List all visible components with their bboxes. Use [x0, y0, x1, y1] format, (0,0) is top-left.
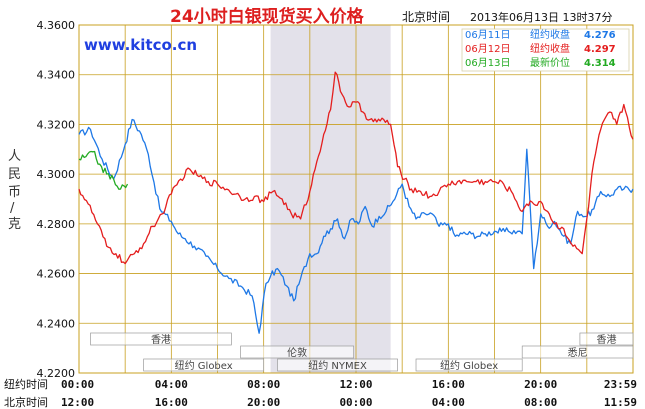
legend-value: 4.314 — [584, 58, 616, 69]
x-tick-label-bj: 08:00 — [524, 396, 557, 409]
y-title-char: 民 — [8, 167, 21, 182]
y-tick-label: 4.3400 — [37, 69, 76, 82]
x-tick-label-ny: 00:00 — [61, 378, 94, 391]
session-bar: 悉尼 — [521, 345, 634, 359]
x-tick-label-ny: 23:59 — [604, 378, 637, 391]
y-tick-label: 4.3200 — [37, 118, 76, 131]
y-axis-ticks: 4.2200 4.2400 4.2600 4.2800 4.3000 4.3200 4.34… — [37, 19, 76, 380]
legend-box — [461, 28, 630, 72]
session-bar: 纽约 Globex — [415, 358, 523, 372]
x-axis-ticks: 00:00 12:00 04:00 16:00 08:00 20:00 12:00 00:00… — [61, 378, 637, 409]
x-tick-label-bj: 12:00 — [61, 396, 94, 409]
x-tick-label-ny: 16:00 — [432, 378, 465, 391]
legend-label: 最新价位 — [530, 56, 570, 69]
x-tick-label-bj: 11:59 — [604, 396, 637, 409]
nymex-session-band — [270, 25, 391, 373]
legend: 06月11日 纽约收盘 4.276 06月12日 纽约收盘 4.297 06月1… — [461, 28, 630, 72]
legend-item-0611: 06月11日 纽约收盘 4.276 — [465, 28, 616, 41]
session-label: 纽约 Globex — [175, 359, 233, 372]
series-layer — [78, 71, 634, 334]
legend-item-0613: 06月13日 最新价位 4.314 — [465, 56, 616, 69]
ny-time-label: 纽约时间 — [4, 377, 48, 391]
chart-title: 24小时白银现货买入价格 — [170, 6, 365, 27]
session-box — [415, 358, 523, 372]
session-box — [143, 358, 265, 372]
legend-date: 06月12日 — [465, 43, 510, 55]
x-tick-label-bj: 04:00 — [432, 396, 465, 409]
session-label: 悉尼 — [568, 347, 588, 359]
y-title-char: 克 — [8, 217, 21, 232]
legend-value: 4.297 — [584, 44, 616, 55]
legend-value: 4.276 — [584, 30, 616, 41]
session-bar: 纽约 NYMEX — [277, 358, 398, 372]
y-tick-label: 4.2200 — [37, 367, 76, 380]
session-bar: 伦敦 — [240, 345, 355, 359]
series-line-06月13日 — [78, 150, 129, 190]
legend-label: 纽约收盘 — [530, 28, 570, 41]
session-label: 香港 — [151, 334, 171, 346]
legend-label: 纽约收盘 — [530, 42, 570, 55]
x-tick-label-bj: 00:00 — [339, 396, 372, 409]
session-bar: 香港 — [90, 332, 232, 346]
legend-date: 06月13日 — [465, 57, 510, 69]
y-title-char: 人 — [8, 149, 21, 164]
x-tick-label-ny: 20:00 — [524, 378, 557, 391]
y-tick-label: 4.2400 — [37, 317, 76, 330]
session-box — [90, 332, 232, 346]
session-bar: 纽约 Globex — [143, 358, 265, 372]
x-tick-label-ny: 08:00 — [247, 378, 280, 391]
y-tick-label: 4.2600 — [37, 268, 76, 281]
x-tick-label-bj: 16:00 — [155, 396, 188, 409]
series-line-06月12日 — [78, 71, 634, 265]
session-box — [240, 345, 355, 359]
session-label: 伦敦 — [287, 346, 307, 359]
series-line-06月11日 — [78, 118, 634, 334]
grid-layer — [78, 24, 634, 374]
session-bar: 香港 — [579, 332, 634, 346]
session-label: 纽约 NYMEX — [308, 359, 367, 372]
x-tick-label-bj: 20:00 — [247, 396, 280, 409]
legend-item-0612: 06月12日 纽约收盘 4.297 — [465, 42, 616, 55]
y-tick-label: 4.3600 — [37, 19, 76, 32]
site-watermark: www.kitco.cn — [84, 36, 197, 54]
timezone-label: 北京时间 — [402, 10, 450, 24]
timestamp: 2013年06月13日 13时37分 — [470, 10, 612, 24]
y-title-char: / — [10, 201, 15, 216]
bj-time-label: 北京时间 — [4, 395, 48, 409]
y-title-char: 币 — [8, 185, 21, 200]
legend-date: 06月11日 — [465, 29, 510, 41]
y-tick-label: 4.3000 — [37, 168, 76, 181]
session-box — [579, 332, 634, 346]
session-box — [277, 358, 398, 372]
nymex-band-layer — [270, 25, 391, 373]
session-label: 香港 — [596, 334, 616, 346]
y-tick-label: 4.2800 — [37, 218, 76, 231]
x-tick-label-ny: 04:00 — [155, 378, 188, 391]
x-tick-label-ny: 12:00 — [339, 378, 372, 391]
y-axis-title: 人 民 币 / 克 — [8, 149, 21, 232]
session-box — [521, 345, 634, 359]
session-label: 纽约 Globex — [440, 359, 498, 372]
